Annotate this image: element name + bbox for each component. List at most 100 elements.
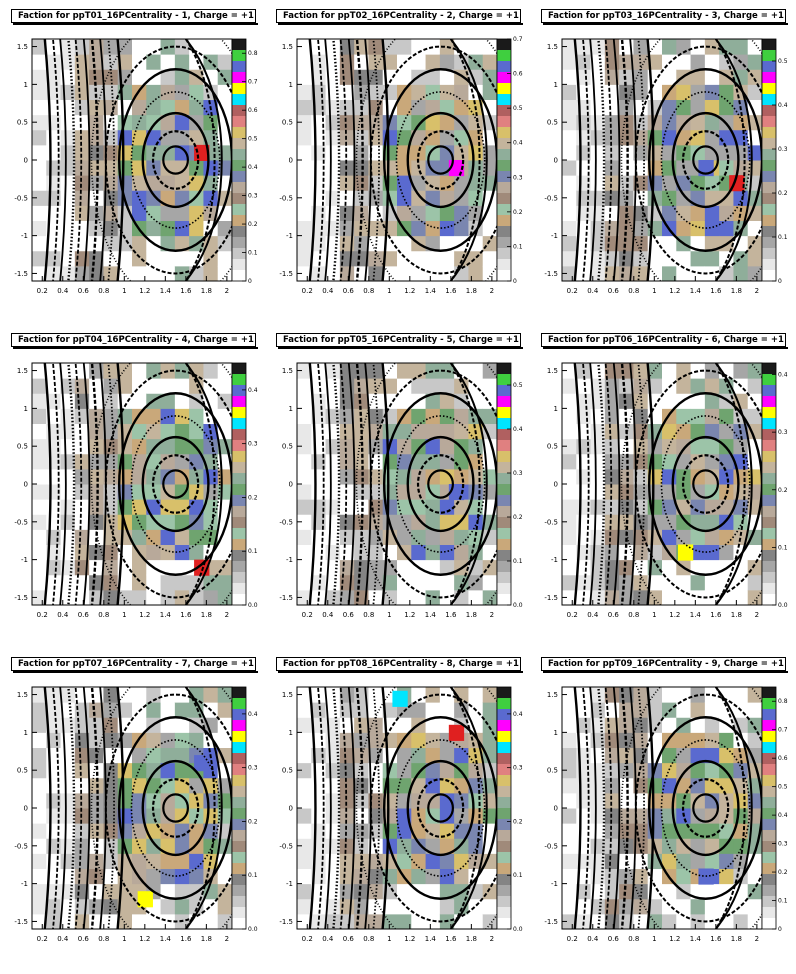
heatmap-cell bbox=[604, 529, 620, 545]
heatmap-cell bbox=[60, 777, 76, 794]
heatmap-cell bbox=[619, 69, 634, 85]
heatmap-cell bbox=[354, 408, 369, 424]
heatmap-cell bbox=[439, 235, 455, 252]
heatmap-cell bbox=[704, 792, 720, 809]
heatmap-cell bbox=[690, 853, 706, 869]
y-tick-label: -1.5 bbox=[544, 918, 558, 926]
heatmap-cell bbox=[747, 205, 762, 221]
heatmap-cell bbox=[132, 574, 147, 591]
heatmap-cell bbox=[89, 732, 104, 748]
heatmap-cell bbox=[74, 913, 90, 929]
heatmap-cell bbox=[146, 84, 162, 100]
heatmap-cell bbox=[747, 99, 762, 116]
heatmap-cell bbox=[339, 265, 355, 281]
color-bar-band bbox=[762, 885, 776, 897]
color-bar-band bbox=[497, 528, 511, 540]
heatmap-cell bbox=[425, 559, 441, 576]
color-bar-band bbox=[762, 440, 776, 452]
contour-arc bbox=[450, 363, 481, 605]
panel-title: Faction for ppT05_16PCentrality - 5, Cha… bbox=[276, 333, 521, 347]
contour-arc bbox=[646, 363, 655, 605]
heatmap-cell bbox=[297, 823, 312, 839]
heatmap-cell bbox=[468, 808, 484, 824]
heatmap-cell bbox=[411, 898, 427, 915]
heatmap-cell bbox=[132, 250, 147, 267]
y-tick-label: 0.5 bbox=[547, 119, 558, 127]
x-tick-label: 0.8 bbox=[98, 287, 109, 295]
heatmap-cell bbox=[103, 114, 119, 131]
heatmap-cell bbox=[482, 205, 497, 221]
heatmap-hotspot bbox=[137, 891, 153, 908]
color-bar: 0.00.10.20.30.4 bbox=[496, 686, 523, 933]
heatmap-cell bbox=[311, 499, 327, 515]
heatmap-cell bbox=[676, 853, 692, 869]
color-bar-band bbox=[762, 484, 776, 496]
heatmap-cell bbox=[676, 898, 692, 915]
heatmap-cell bbox=[439, 54, 455, 70]
heatmap-cell bbox=[160, 438, 176, 455]
heatmap-cell bbox=[160, 393, 176, 409]
y-tick-label: -1 bbox=[286, 880, 293, 888]
heatmap-cell bbox=[397, 190, 412, 206]
heatmap-cell bbox=[704, 777, 720, 794]
heatmap-cell bbox=[297, 220, 312, 237]
color-bar-band bbox=[497, 374, 511, 386]
x-tick-label: 1.8 bbox=[466, 287, 477, 295]
heatmap-cell bbox=[32, 144, 47, 161]
color-bar-band bbox=[497, 94, 511, 106]
heatmap-cell bbox=[339, 838, 355, 854]
color-bar-band bbox=[232, 687, 246, 699]
heatmap-cell bbox=[439, 514, 455, 530]
heatmap-cell bbox=[747, 265, 762, 281]
contour-arc bbox=[116, 39, 125, 281]
x-tick-label: 0.6 bbox=[343, 287, 355, 295]
heatmap-cell bbox=[146, 529, 162, 545]
heatmap-cell bbox=[297, 913, 312, 929]
heatmap-cell bbox=[633, 589, 649, 605]
heatmap-cell bbox=[562, 898, 577, 915]
heatmap-cell bbox=[562, 777, 577, 794]
heatmap-cell bbox=[647, 808, 663, 824]
heatmap-cell bbox=[339, 762, 355, 779]
color-bar-band bbox=[497, 572, 511, 584]
x-tick-label: 0.4 bbox=[587, 287, 599, 295]
color-bar-band bbox=[497, 907, 511, 919]
heatmap-cell bbox=[217, 898, 232, 915]
heatmap-cell bbox=[74, 499, 90, 515]
chart-panel-7: Faction for ppT07_16PCentrality - 7, Cha… bbox=[0, 648, 265, 972]
heatmap-cell bbox=[117, 808, 133, 824]
heatmap-cell bbox=[74, 529, 90, 545]
heatmap-cell bbox=[132, 853, 147, 869]
heatmap-cell bbox=[32, 54, 47, 70]
heatmap-cell bbox=[747, 747, 762, 764]
color-bar-band bbox=[497, 709, 511, 721]
heatmap-cell bbox=[425, 453, 441, 470]
heatmap-cell bbox=[354, 438, 369, 455]
heatmap-cell bbox=[103, 544, 119, 561]
heatmap-cell bbox=[397, 747, 412, 764]
color-bar-band bbox=[497, 841, 511, 853]
z-tick-label: 0.7 bbox=[513, 36, 523, 43]
heatmap-cell bbox=[160, 190, 176, 206]
heatmap-cell bbox=[368, 438, 384, 455]
heatmap-cell bbox=[146, 732, 162, 748]
heatmap-cell bbox=[425, 868, 441, 885]
color-bar-band bbox=[497, 819, 511, 831]
heatmap-cell bbox=[46, 762, 62, 779]
heatmap-cell bbox=[662, 363, 677, 379]
heatmap-cell bbox=[89, 235, 104, 252]
y-tick-label: -0.5 bbox=[14, 842, 28, 850]
heatmap-cell bbox=[46, 823, 62, 839]
heatmap-cell bbox=[217, 574, 232, 591]
heatmap-cell bbox=[146, 762, 162, 779]
heatmap-cell bbox=[704, 235, 720, 252]
heatmap-cell bbox=[382, 808, 398, 824]
contour-ring bbox=[671, 435, 740, 533]
heatmap-cell bbox=[160, 54, 176, 70]
heatmap-cell bbox=[439, 144, 455, 161]
heatmap-cell bbox=[590, 363, 606, 379]
contour-arc bbox=[185, 687, 216, 929]
x-tick-label: 1 bbox=[122, 935, 126, 943]
heatmap-cell bbox=[690, 777, 706, 794]
heatmap-cell bbox=[733, 438, 749, 455]
